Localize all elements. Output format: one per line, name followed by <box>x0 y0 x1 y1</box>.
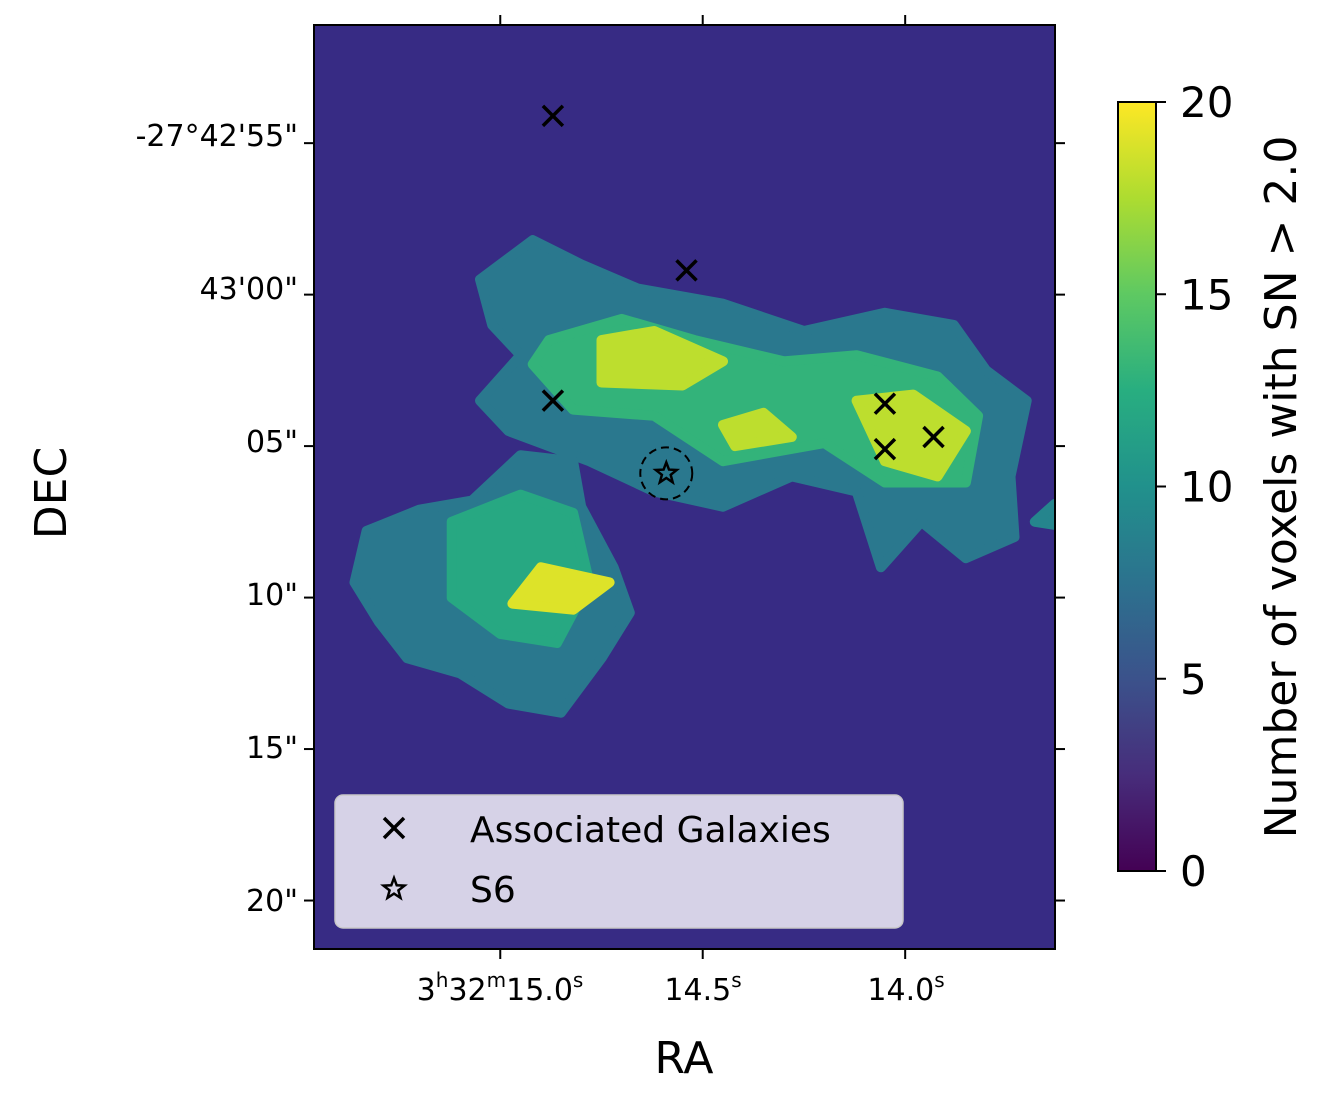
x-tick-label-third: 14.0s <box>867 968 944 1008</box>
y-tick-label: 10" <box>246 578 298 613</box>
colorbar-tick-label: 0 <box>1180 847 1207 896</box>
x-tick-label-second: 14.5s <box>664 968 741 1008</box>
x-tick-label-first: 3h32m15.0s <box>417 968 584 1008</box>
colorbar-tick-label: 10 <box>1180 463 1233 512</box>
y-tick-label: 05" <box>246 425 298 460</box>
associated-galaxy-marker <box>873 437 897 461</box>
marker-stroke <box>541 104 565 128</box>
y-tick-label: -27°42'55" <box>136 119 298 154</box>
associated-galaxy-marker <box>922 425 945 449</box>
x-tick-third-value: 14.0 <box>867 973 934 1008</box>
x-ticks <box>499 15 907 959</box>
s6-star-marker <box>652 458 681 486</box>
colorbar <box>1117 101 1157 872</box>
legend-box <box>334 794 904 929</box>
x-tick-m-sup: m <box>487 968 506 992</box>
legend-star-marker <box>380 874 408 901</box>
colorbar-tick-label: 15 <box>1180 270 1233 319</box>
associated-galaxy-marker <box>873 392 897 415</box>
y-axis-label: DEC <box>26 447 77 539</box>
colorbar-tick-label: 20 <box>1180 78 1233 127</box>
plot-frame <box>313 24 1056 950</box>
x-tick-s-sup-2: s <box>731 968 741 992</box>
x-tick-first-sec: 15.0 <box>506 973 573 1008</box>
heatmap-region-upper-hotspot <box>596 326 728 391</box>
x-tick-min: 32 <box>448 973 486 1008</box>
y-tick-label: 15" <box>246 731 298 766</box>
y-tick-label: 43'00" <box>200 272 298 307</box>
s6-aperture-circle <box>639 446 694 501</box>
y-tick-label: 20" <box>246 884 298 919</box>
associated-galaxy-marker <box>541 389 565 412</box>
marker-stroke <box>922 425 945 449</box>
legend-label-associated-galaxies: Associated Galaxies <box>470 810 831 851</box>
legend-label-s6: S6 <box>470 870 516 911</box>
marker-stroke <box>675 259 698 282</box>
x-tick-s-sup-3: s <box>934 968 944 992</box>
marker-stroke <box>541 389 565 412</box>
scatter-markers <box>541 104 945 501</box>
legend: Associated Galaxies S6 <box>334 794 904 929</box>
x-tick-second-value: 14.5 <box>664 973 731 1008</box>
x-tick-hour: 3 <box>417 973 436 1008</box>
y-ticks <box>304 142 1065 902</box>
colorbar-ticks: 0 5 10 15 20 <box>1156 78 1233 896</box>
marker-stroke <box>873 437 897 461</box>
heatmap-region-far-right-tail <box>1029 498 1055 530</box>
heatmap-region-middle-hotspot <box>718 407 797 452</box>
colorbar-label: Number of voxels with SN > 2.0 <box>1256 136 1307 839</box>
colorbar-tick-label: 5 <box>1180 655 1207 704</box>
marker-stroke <box>873 392 897 415</box>
associated-galaxy-marker <box>541 104 565 128</box>
heatmap-regions <box>349 235 1055 718</box>
x-tick-h-sup: h <box>436 968 449 992</box>
x-tick-s-sup-1: s <box>573 968 583 992</box>
heatmap-region-right-hotspot <box>851 389 971 482</box>
heatmap-region-lower-hotspot <box>507 562 615 615</box>
legend-x-marker <box>382 816 406 840</box>
x-axis-label: RA <box>655 1033 714 1084</box>
associated-galaxy-marker <box>675 259 698 282</box>
